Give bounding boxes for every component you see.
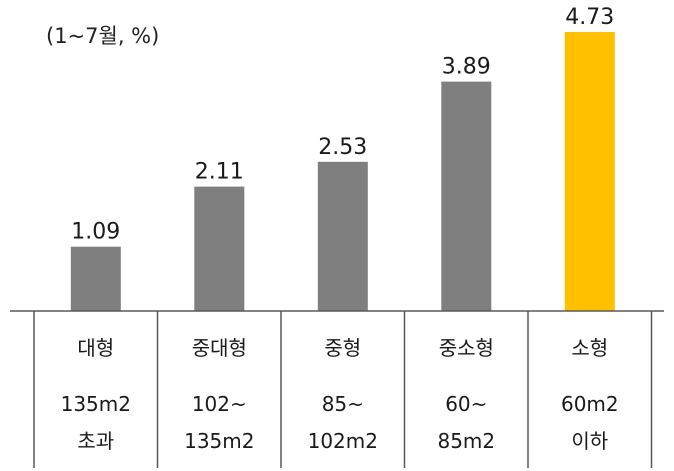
bar-2	[194, 186, 245, 311]
value-label-4: 3.89	[442, 55, 491, 80]
category-label-2: 중대형	[192, 336, 247, 360]
value-label-1: 1.09	[71, 220, 120, 245]
category-sublabel-3-2: 102m2	[308, 429, 378, 453]
category-label-1: 대형	[77, 336, 114, 360]
category-sublabel-4-2: 85m2	[437, 429, 495, 453]
category-sublabel-5-2: 이하	[571, 429, 608, 453]
unit-note: (1~7월, %)	[46, 24, 160, 48]
category-sublabel-4-1: 60~	[445, 392, 487, 416]
category-table-lines	[10, 310, 664, 468]
value-label-2: 2.11	[195, 160, 244, 185]
bar-1	[70, 246, 121, 311]
value-label-5: 4.73	[565, 5, 614, 30]
category-sublabel-5-1: 60m2	[561, 392, 619, 416]
category-sublabel-3-1: 85~	[322, 392, 364, 416]
bar-3	[317, 161, 368, 311]
bar-5	[564, 32, 615, 311]
category-sublabel-1-2: 초과	[77, 429, 114, 453]
category-sublabel-2-2: 135m2	[184, 429, 254, 453]
category-label-3: 중형	[324, 336, 361, 360]
category-sublabel-2-1: 102~	[192, 392, 247, 416]
value-labels-group: 1.09 2.11 2.53 3.89 4.73	[71, 5, 614, 245]
value-label-3: 2.53	[318, 135, 367, 160]
category-label-5: 소형	[571, 336, 608, 360]
category-sublabel-1-1: 135m2	[61, 392, 131, 416]
category-label-4: 중소형	[439, 336, 494, 360]
category-labels-group: 대형 135m2 초과 중대형 102~ 135m2 중형 85~ 102m2 중소형 60~ 85m…	[61, 336, 619, 453]
bar-4	[441, 81, 492, 311]
bars-group	[70, 32, 615, 311]
